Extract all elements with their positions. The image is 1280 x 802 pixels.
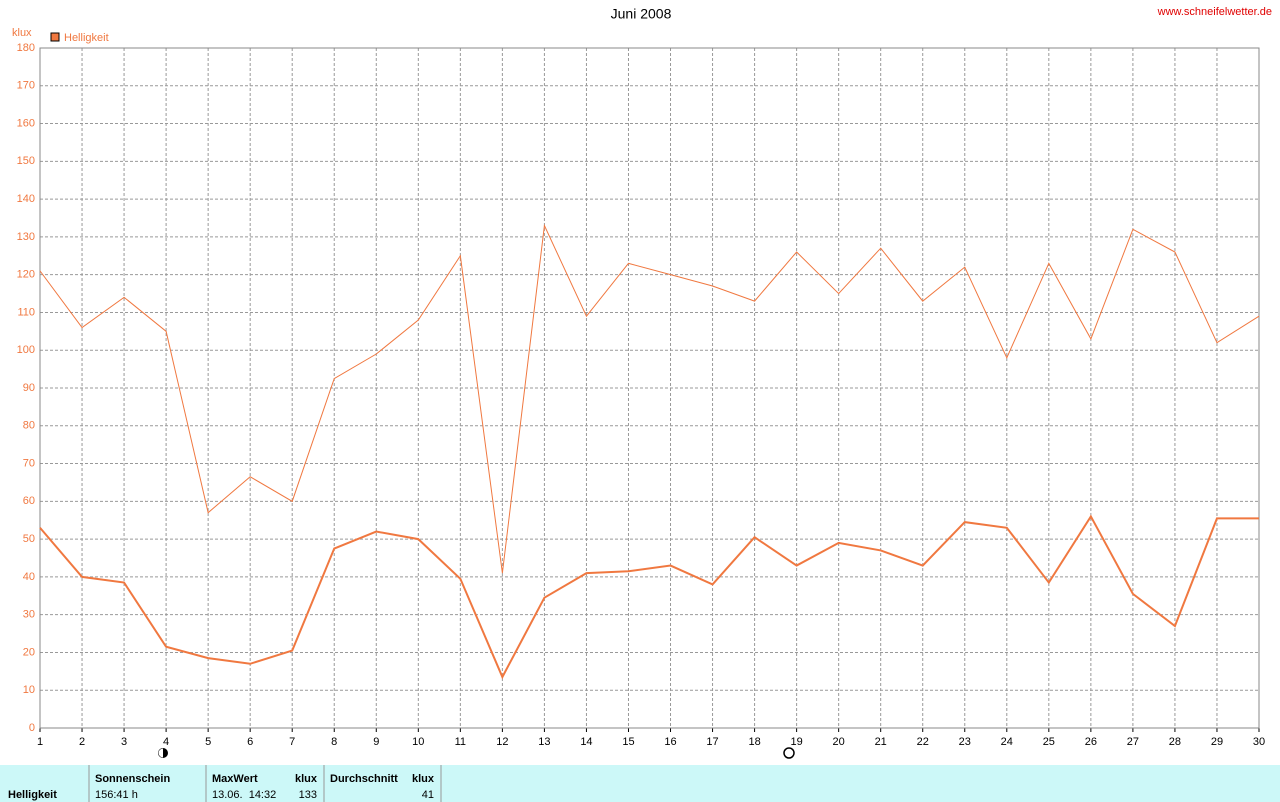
x-tick-label: 11 — [455, 736, 466, 748]
table-background — [0, 765, 1280, 802]
x-tick-label: 6 — [247, 736, 253, 748]
x-tick-label: 3 — [121, 736, 127, 748]
y-tick-label: 70 — [23, 457, 35, 469]
x-tick-label: 21 — [875, 736, 887, 748]
table-separators — [88, 765, 442, 802]
x-tick-label: 24 — [1001, 736, 1013, 748]
y-tick-label: 100 — [17, 344, 35, 356]
table-header: MaxWert — [212, 773, 258, 785]
plot-border — [39, 47, 1260, 729]
x-tick-label: 4 — [163, 736, 169, 748]
data-line — [39, 514, 1259, 680]
x-tick-label: 5 — [205, 736, 211, 748]
x-tick-label: 28 — [1169, 736, 1181, 748]
legend-swatch — [50, 32, 60, 42]
y-tick-label: 60 — [23, 495, 35, 507]
y-tick-label: 0 — [29, 722, 35, 734]
y-tick-label: 150 — [17, 155, 35, 167]
y-tick-label: 20 — [23, 646, 35, 658]
x-tick-label: 18 — [748, 736, 760, 748]
y-tick-label: 50 — [23, 533, 35, 545]
table-value: 156:41 h — [95, 789, 138, 801]
x-tick-label: 2 — [79, 736, 85, 748]
y-tick-label: 130 — [17, 231, 35, 243]
moon-icon — [783, 747, 795, 759]
y-tick-label: 90 — [23, 382, 35, 394]
x-tick-label: 23 — [959, 736, 971, 748]
x-tick-label: 1 — [37, 736, 43, 748]
x-tick-label: 26 — [1085, 736, 1097, 748]
y-tick-label: 160 — [17, 117, 35, 129]
x-tick-label: 12 — [496, 736, 508, 748]
y-tick-label: 140 — [17, 193, 35, 205]
y-tick-label: 120 — [17, 269, 35, 281]
x-tick-label: 7 — [289, 736, 295, 748]
table-row-label: Helligkeit — [8, 789, 57, 801]
y-tick-label: 170 — [17, 80, 35, 92]
source: www.schneifelwetter.de — [1157, 6, 1272, 18]
x-tick-label: 22 — [917, 736, 929, 748]
legend-label: Helligkeit — [64, 32, 109, 44]
y-tick-label: 40 — [23, 571, 35, 583]
x-tick-label: 15 — [622, 736, 634, 748]
x-tick-label: 8 — [331, 736, 337, 748]
x-tick-label: 9 — [373, 736, 379, 748]
y-tick-label: 30 — [23, 609, 35, 621]
x-tick-label: 19 — [790, 736, 802, 748]
y-axis-label: klux — [12, 27, 32, 39]
y-tick-label: 180 — [17, 42, 35, 54]
x-tick-label: 14 — [580, 736, 592, 748]
y-tick-label: 110 — [17, 306, 35, 318]
x-tick-label: 25 — [1043, 736, 1055, 748]
x-tick-label: 13 — [538, 736, 550, 748]
y-tick-label: 80 — [23, 420, 35, 432]
x-tick-label: 17 — [706, 736, 718, 748]
table-value: 133 — [299, 789, 317, 801]
table-header: Sonnenschein — [95, 773, 170, 785]
x-tick-label: 16 — [664, 736, 676, 748]
chart-title: Juni 2008 — [611, 6, 672, 22]
data-line — [39, 223, 1260, 574]
table-header: klux — [412, 773, 435, 785]
table-value: 41 — [422, 789, 434, 801]
x-tick-label: 10 — [412, 736, 424, 748]
table-header: Durchschnitt — [330, 773, 398, 785]
x-tick-label: 30 — [1253, 736, 1265, 748]
x-tick-label: 29 — [1211, 736, 1223, 748]
y-tick-label: 10 — [23, 684, 35, 696]
moon-icon — [158, 748, 163, 758]
table-header: klux — [295, 773, 318, 785]
x-tick-label: 20 — [833, 736, 845, 748]
x-tick-label: 27 — [1127, 736, 1139, 748]
table-value: 13.06. 14:32 — [212, 789, 276, 801]
